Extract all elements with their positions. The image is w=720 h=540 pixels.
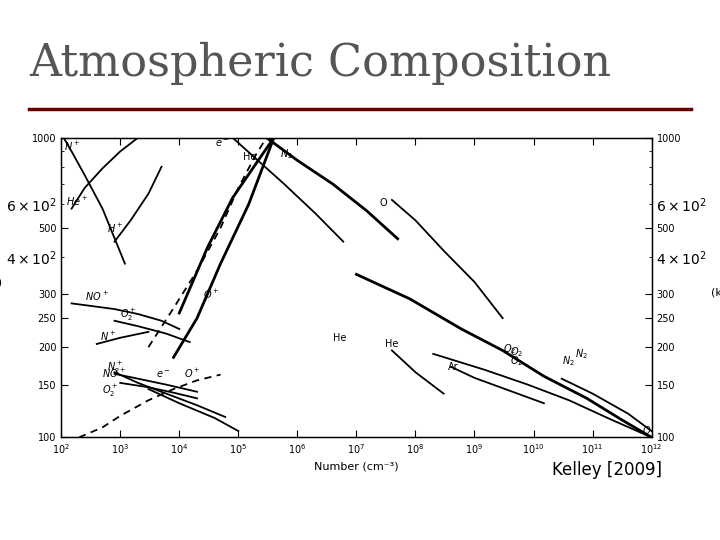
Text: $O_2$: $O_2$ [510, 355, 523, 368]
Text: 11: 11 [660, 513, 680, 526]
Text: $N_2$: $N_2$ [562, 355, 575, 368]
Text: $O_2^+$: $O_2^+$ [102, 382, 119, 399]
Y-axis label: (km): (km) [0, 278, 2, 287]
Text: $He^+$: $He^+$ [66, 195, 88, 208]
Text: $e^-$: $e^-$ [215, 138, 230, 148]
X-axis label: Number (cm⁻³): Number (cm⁻³) [314, 462, 399, 471]
Text: $N^+$: $N^+$ [63, 140, 80, 153]
Text: $e^-$: $e^-$ [156, 369, 171, 380]
Text: $N_2$: $N_2$ [279, 147, 292, 161]
Text: He: He [333, 333, 346, 343]
Text: $O^+$: $O^+$ [203, 288, 220, 301]
Text: Ar: Ar [448, 362, 458, 372]
Text: $N_2^+$: $N_2^+$ [107, 360, 123, 376]
Text: He: He [384, 339, 398, 349]
Text: $O_2$: $O_2$ [510, 345, 523, 359]
Text: He: He [243, 152, 256, 163]
Text: $NO^+$: $NO^+$ [102, 367, 127, 380]
Text: ATMOSPHERIC/IONOSPHERIC BASICS: ATMOSPHERIC/IONOSPHERIC BASICS [271, 515, 449, 525]
Text: $N^+$: $N^+$ [100, 330, 116, 343]
Text: $O_2$: $O_2$ [503, 342, 516, 356]
Text: $O$: $O$ [642, 423, 652, 436]
Text: $O_2^+$: $O_2^+$ [120, 307, 137, 323]
Y-axis label: (km): (km) [711, 287, 720, 298]
Text: $O^+$: $O^+$ [184, 367, 201, 380]
Text: O: O [380, 198, 387, 208]
Text: Kelley [2009]: Kelley [2009] [552, 461, 662, 479]
Text: Atmospheric Composition: Atmospheric Composition [29, 42, 611, 85]
Text: $N_2$: $N_2$ [575, 347, 588, 361]
Text: $NO^+$: $NO^+$ [85, 290, 109, 303]
Text: $H^+$: $H^+$ [107, 222, 123, 235]
